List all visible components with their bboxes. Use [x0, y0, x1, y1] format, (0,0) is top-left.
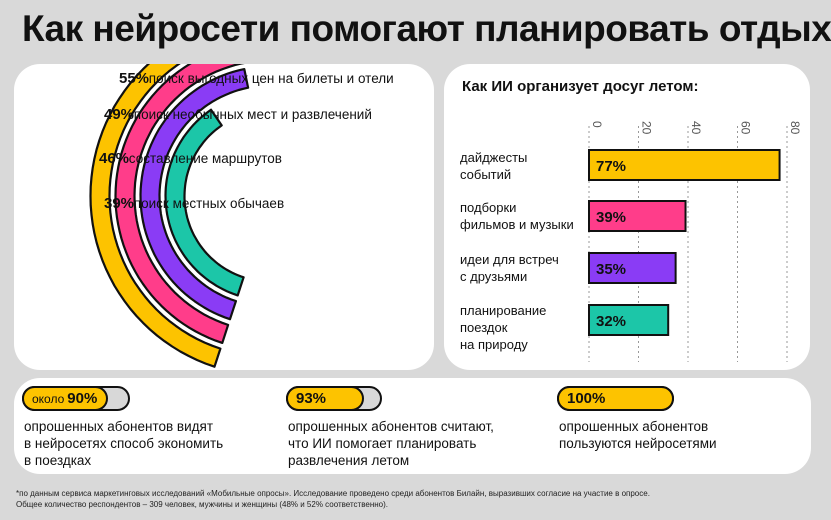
tick-label: 80 [788, 121, 802, 135]
bar-category-line: фильмов и музыки [460, 217, 574, 232]
radial-category-label: поиск выгодных цен на билеты и отели [149, 71, 394, 86]
radial-bar [89, 64, 222, 368]
bar-value-label: 77% [596, 158, 626, 175]
stat-prefix: около [32, 391, 65, 406]
stat-description-line: в поездках [24, 453, 92, 468]
stat-value: 90% [67, 390, 98, 407]
bar-chart: 0 20 40 60 80 77% 39% 35% 32% [588, 121, 802, 362]
bar-category-label: идеи для встреч с друзьями [460, 251, 590, 285]
radial-category-label: составление маршрутов [129, 151, 282, 166]
stats-card: около 90% опрошенных абонентов видят в нейр… [14, 378, 811, 474]
stat-description-line: развлечения летом [288, 453, 410, 468]
bar [588, 304, 670, 336]
tick-label: 40 [689, 121, 703, 135]
tick-label: 60 [739, 121, 753, 135]
bar-category-label: дайджесты событий [460, 149, 590, 183]
radial-value-label: 55% [119, 70, 149, 87]
footnote-line: Общее количество респондентов – 309 чело… [16, 500, 388, 509]
footnote: *по данным сервиса маркетинговых исследо… [16, 488, 650, 510]
footnote-line: *по данным сервиса маркетинговых исследо… [16, 489, 650, 498]
bar-category-line: поездок [460, 320, 508, 335]
stat-description-line: опрошенных абонентов [559, 419, 709, 434]
bar-category-line: дайджесты [460, 150, 528, 165]
stat-description: опрошенных абонентов пользуются нейросетя… [559, 418, 804, 452]
bar-value-label: 39% [596, 209, 626, 226]
stat-description: опрошенных абонентов видят в нейросетях с… [24, 418, 269, 469]
tick-label: 20 [640, 121, 654, 135]
radial-bar [139, 68, 250, 321]
bar [588, 149, 781, 181]
radial-category-label: поиск местных обычаев [134, 196, 284, 211]
radial-bar [164, 108, 245, 297]
bar-value-label: 35% [596, 261, 626, 278]
stat-description-line: опрошенных абонентов видят [24, 419, 213, 434]
stat-description-line: опрошенных абонентов считают, [288, 419, 494, 434]
bar-category-line: на природу [460, 337, 528, 352]
bar-category-label: планирование поездок на природу [460, 302, 590, 353]
page-title: Как нейросети помогают планировать отдых [22, 8, 831, 49]
stat-description-line: в нейросетях способ экономить [24, 436, 224, 451]
stat-value: 93% [296, 390, 327, 407]
radial-value-label: 46% [99, 150, 129, 167]
stat-description: опрошенных абонентов считают, что ИИ помо… [288, 418, 533, 469]
stat-value: 100% [567, 390, 606, 407]
bar [588, 200, 687, 232]
radial-category-label: поиск необычных мест и развлечений [134, 107, 372, 122]
bar-chart-card: Как ИИ организует досуг летом: 0 20 40 60 80… [444, 64, 810, 370]
bar-category-line: планирование [460, 303, 547, 318]
stat-pill: около 90% [22, 386, 108, 411]
stat-pill: 100% [557, 386, 674, 411]
radial-value-label: 49% [104, 106, 134, 123]
stat-pill: 93% [286, 386, 364, 411]
bar-value-label: 32% [596, 313, 626, 330]
bar-category-label: подборки фильмов и музыки [460, 199, 590, 233]
radial-chart-card: 55% поиск выгодных цен на билеты и отели 4… [14, 64, 434, 370]
tick-label: 0 [590, 121, 604, 128]
bar-category-line: с друзьями [460, 269, 528, 284]
bar-category-line: событий [460, 167, 512, 182]
stat-description-line: пользуются нейросетями [559, 436, 717, 451]
radial-value-label: 39% [104, 195, 134, 212]
bar-category-line: идеи для встреч [460, 252, 559, 267]
radial-chart: 55% поиск выгодных цен на билеты и отели 4… [89, 64, 394, 368]
radial-bar [114, 64, 245, 344]
bar-category-line: подборки [460, 200, 517, 215]
stat-description-line: что ИИ помогает планировать [288, 436, 477, 451]
bar-chart-title: Как ИИ организует досуг летом: [462, 78, 699, 95]
bar [588, 252, 677, 284]
